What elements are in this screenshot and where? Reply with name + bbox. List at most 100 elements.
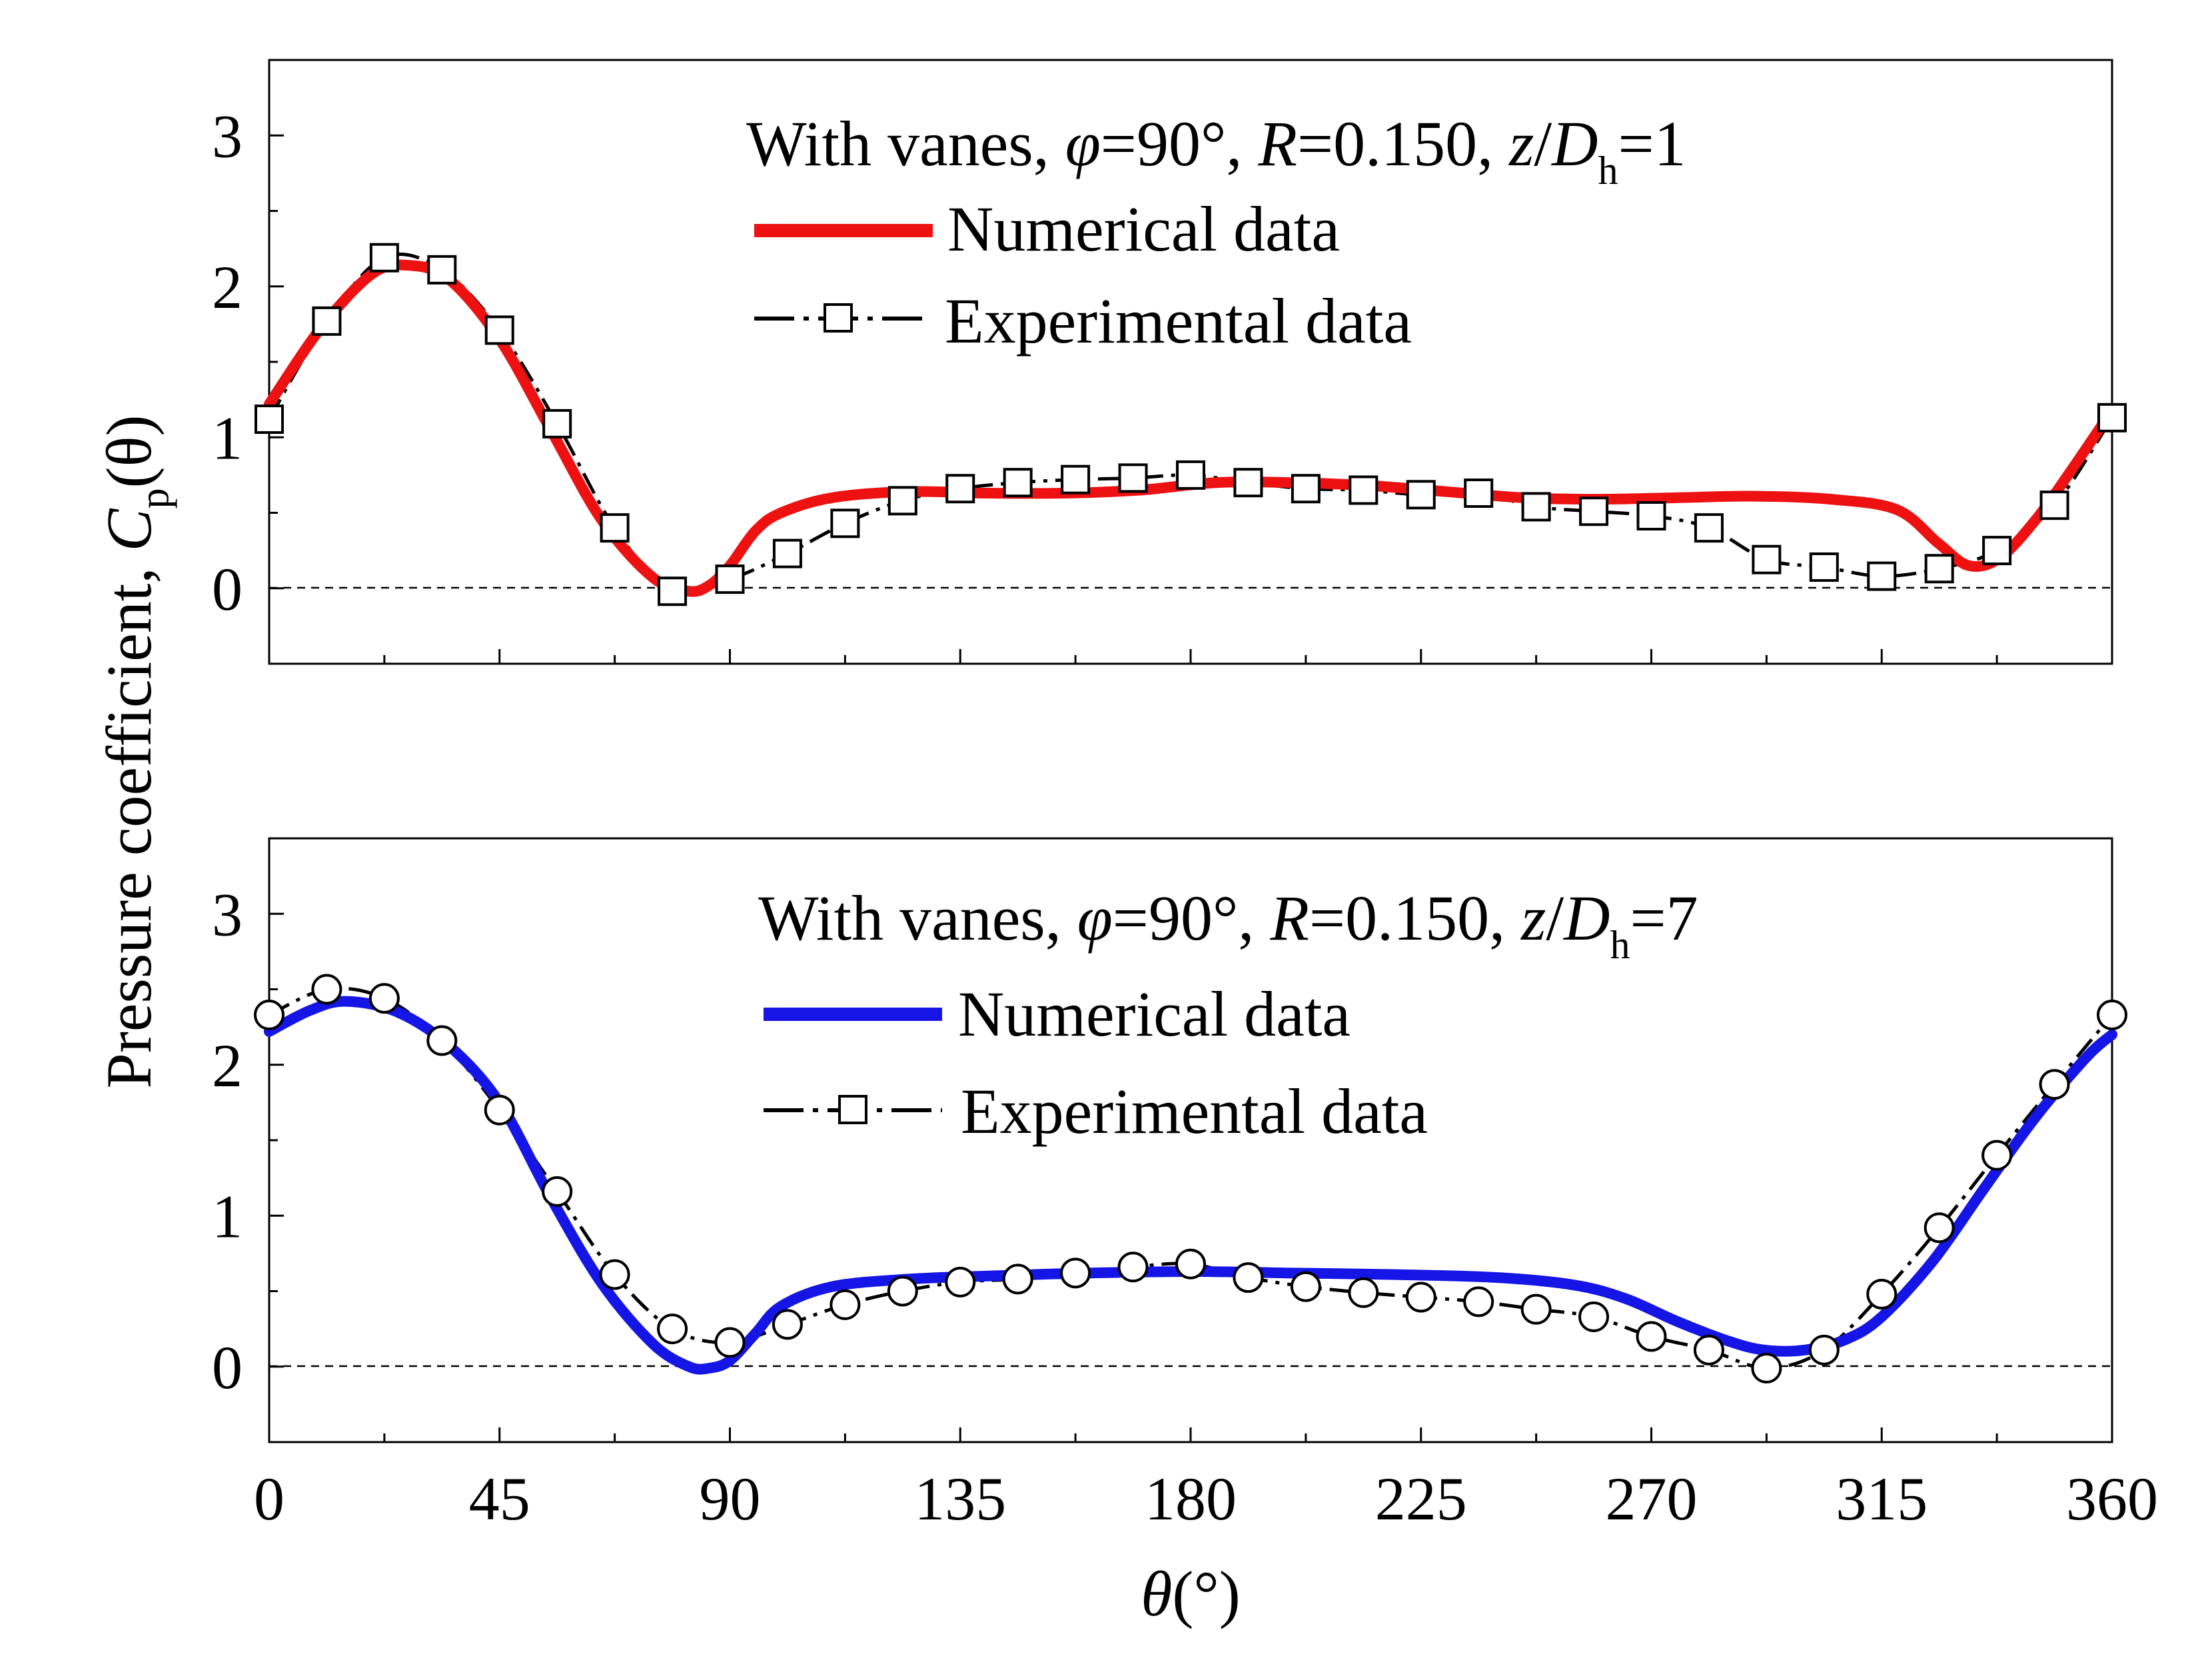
bottom-experimental-point [1866,1279,1898,1310]
top-legend: With vanes, φ=90°, R=0.150, z/Dh=1 Numer… [746,108,1686,357]
bottom-experimental-point [830,1289,861,1320]
top-panel: 0 1 2 3 With vanes, φ=90°, R=0.150, z/Dh=1 … [212,59,2127,665]
bottom-legend: With vanes, φ=90°, R=0.150, z/Dh=7 Numer… [758,882,1698,1147]
top-experimental-point [1176,460,1205,490]
bottom-ticks [268,837,2113,1443]
top-ytick-labels: 0 1 2 3 [212,102,243,623]
bottom-xtick-label: 360 [2066,1465,2158,1533]
bottom-markers [254,974,2127,1384]
bottom-experimental-point [1002,1263,1033,1295]
top-experimental-point [1118,463,1148,493]
top-experimental-point [715,564,745,594]
top-ytick-label: 3 [212,102,243,170]
bottom-experimental-point [1981,1140,2013,1171]
top-experimental-point [2039,490,2069,520]
bottom-experimental-point [2097,1000,2127,1031]
bottom-ytick-label: 0 [212,1333,243,1401]
bottom-experimental-point [599,1259,630,1290]
bottom-experimental-point [1233,1262,1264,1293]
top-experimental-point [1061,464,1091,494]
top-ytick-label: 2 [212,253,243,321]
top-experimental-point [1636,501,1666,531]
bottom-xtick-labels: 0 45 90 135 180 225 270 315 360 [254,1465,2158,1533]
top-legend-experimental-label: Experimental data [945,285,1412,357]
top-experimental-point [1291,474,1321,504]
bottom-xtick-label: 45 [469,1465,530,1533]
bottom-xtick-label: 180 [1145,1465,1237,1533]
bottom-experimental-point [772,1309,803,1340]
top-legend-numerical-label: Numerical data [947,193,1340,265]
bottom-experimental-point [1924,1212,1955,1244]
top-panel-title: With vanes, φ=90°, R=0.150, z/Dh=1 [746,108,1686,193]
bottom-experimental-point [254,1000,284,1031]
bottom-experimental-point [1636,1321,1667,1352]
top-experimental-point [369,243,399,273]
bottom-experimental-point [484,1094,515,1126]
top-experimental-point [1809,552,1839,582]
bottom-experimental-point [1348,1277,1379,1308]
bottom-experimental-point [1520,1293,1552,1325]
bottom-ytick-labels: 0 1 2 3 [212,880,243,1401]
bottom-experimental-point [714,1327,746,1358]
top-experimental-point [887,486,917,516]
top-experimental-point [945,474,975,504]
bottom-legend-square-marker [838,1095,867,1124]
bottom-xtick-label: 315 [1836,1465,1928,1533]
bottom-experimental-point [542,1176,573,1208]
bottom-experimental-point [657,1313,688,1345]
top-ytick-label: 1 [212,404,243,472]
bottom-legend-experimental-label: Experimental data [961,1076,1428,1147]
top-ticks [268,59,2113,665]
bottom-experimental-point [1693,1334,1724,1365]
bottom-experimental-point [2039,1069,2070,1100]
top-experimental-point [542,409,572,438]
top-markers [255,243,2127,606]
top-experimental-point [1694,513,1724,543]
bottom-ytick-label: 3 [212,880,243,948]
top-experimental-point [2097,403,2127,432]
top-experimental-point [427,255,457,285]
bottom-panel: 0 1 2 3 0 45 90 135 180 225 270 315 360 With vanes,… [212,837,2158,1533]
top-experimental-point [1003,468,1033,498]
bottom-experimental-point [1578,1301,1610,1333]
top-ytick-label: 0 [212,555,243,623]
top-experimental-point [1982,536,2012,566]
bottom-experimental-point [1060,1257,1091,1289]
bottom-xtick-label: 270 [1606,1465,1698,1533]
top-experimental-point [1406,480,1436,510]
bottom-xtick-label: 90 [700,1465,761,1533]
top-experimental-point [600,513,630,543]
top-experimental-point [1464,478,1494,508]
top-experimental-point [658,576,688,606]
top-experimental-point [1521,492,1551,522]
bottom-xtick-label: 225 [1375,1465,1467,1533]
top-experimental-point [1233,468,1263,498]
top-experimental-point [1867,561,1897,591]
top-experimental-point [484,315,514,345]
bottom-experimental-point [368,983,400,1014]
top-experimental-point [1924,554,1954,584]
bottom-legend-numerical-label: Numerical data [958,978,1351,1050]
bottom-experimental-point [945,1266,976,1297]
top-experimental-point [772,538,802,568]
y-axis-title: Pressure coefficient, Cp(θ) [93,415,177,1089]
bottom-experimental-point [1751,1353,1782,1384]
top-experimental-point [1579,496,1609,526]
bottom-experimental-point [1405,1281,1436,1313]
top-experimental-point [830,508,860,538]
x-axis-title: θ(°) [1141,1558,1240,1629]
bottom-panel-title: With vanes, φ=90°, R=0.150, z/Dh=7 [758,882,1698,967]
top-experimental-point [312,306,342,336]
top-legend-square-marker [824,303,853,333]
bottom-xtick-label: 0 [254,1465,284,1533]
bottom-ytick-label: 2 [212,1032,243,1100]
bottom-experimental-point [1117,1252,1149,1283]
top-experimental-point [255,405,284,434]
top-experimental-point [1349,475,1379,505]
bottom-xtick-label: 135 [914,1465,1006,1533]
top-experimental-line [267,253,2114,596]
bottom-experimental-point [1463,1286,1494,1317]
top-experimental-point [1752,544,1782,574]
bottom-experimental-point [311,974,342,1005]
bottom-experimental-point [426,1025,458,1056]
